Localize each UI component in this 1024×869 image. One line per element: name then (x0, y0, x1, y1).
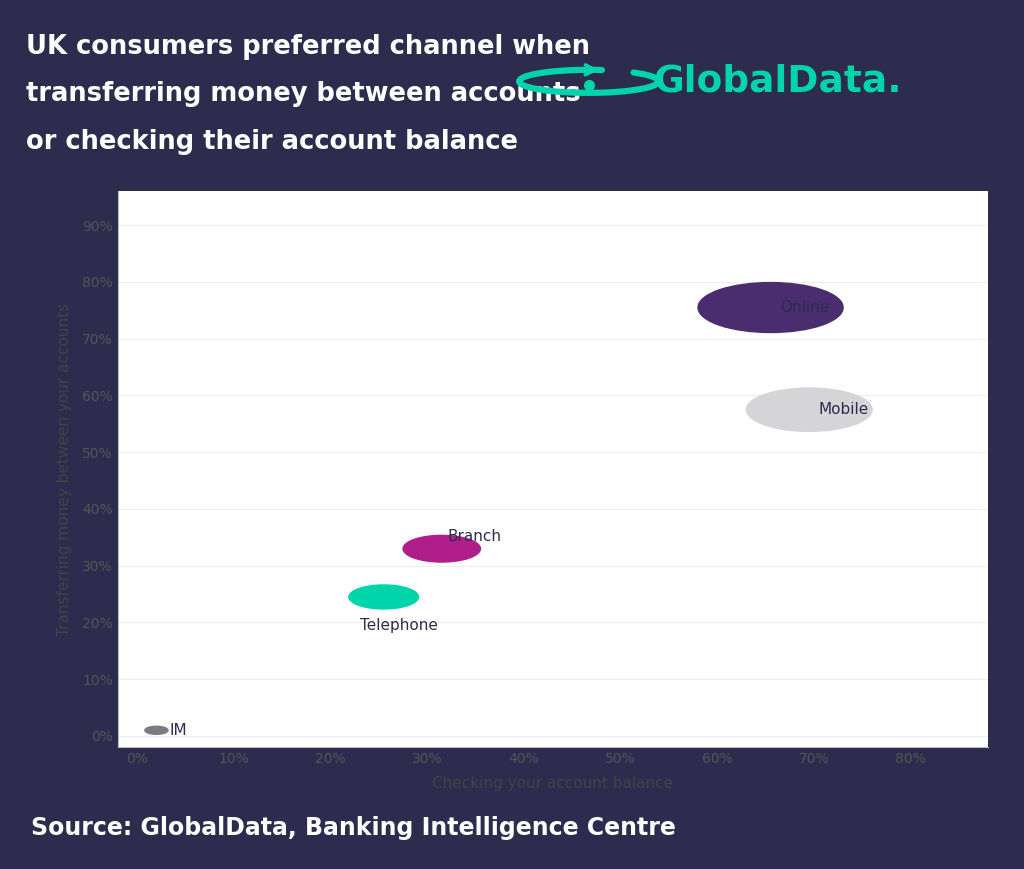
Text: Online: Online (780, 300, 829, 315)
Text: IM: IM (170, 723, 187, 738)
Text: GlobalData.: GlobalData. (653, 63, 902, 99)
Ellipse shape (698, 282, 843, 333)
X-axis label: Checking your account balance: Checking your account balance (432, 776, 674, 791)
Text: Branch: Branch (447, 528, 502, 544)
Y-axis label: Transferring money between your accounts: Transferring money between your accounts (57, 302, 73, 636)
Ellipse shape (349, 585, 419, 609)
Text: Telephone: Telephone (359, 618, 437, 633)
Ellipse shape (746, 388, 872, 431)
Text: Mobile: Mobile (819, 402, 869, 417)
Text: Source: GlobalData, Banking Intelligence Centre: Source: GlobalData, Banking Intelligence… (31, 816, 676, 839)
Ellipse shape (144, 726, 168, 734)
Text: or checking their account balance: or checking their account balance (26, 129, 517, 155)
Ellipse shape (403, 535, 480, 562)
Text: transferring money between accounts: transferring money between accounts (26, 82, 581, 108)
Text: UK consumers preferred channel when: UK consumers preferred channel when (26, 34, 590, 60)
